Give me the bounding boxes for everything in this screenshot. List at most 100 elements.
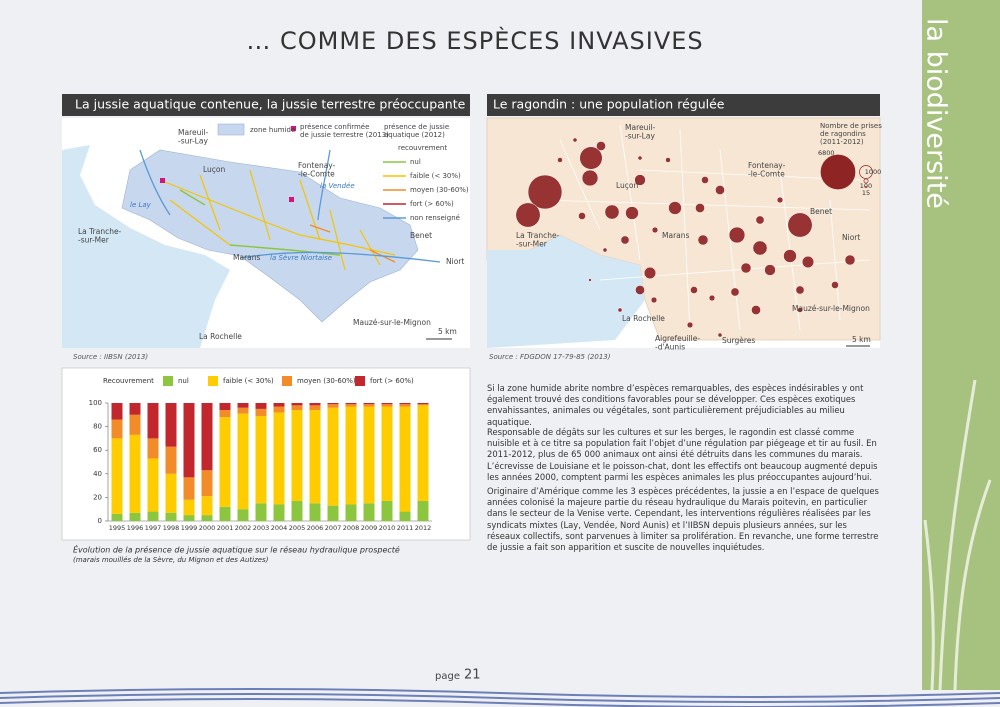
section-header xyxy=(62,94,470,116)
legend-label: nul xyxy=(410,158,421,166)
bar-segment xyxy=(111,513,123,521)
x-tick-label: 1997 xyxy=(145,524,162,532)
bar-segment xyxy=(219,506,231,521)
bar-segment xyxy=(183,515,195,521)
legend-bubble xyxy=(864,185,868,189)
bar-segment xyxy=(273,406,285,413)
bar-segment xyxy=(237,403,249,408)
bubble xyxy=(715,185,725,195)
x-tick-label: 2008 xyxy=(343,524,360,532)
bar-segment xyxy=(219,410,231,418)
bubble xyxy=(831,281,839,289)
bar-segment xyxy=(147,511,159,521)
map-label: Mauzé-sur-le-Mignon xyxy=(792,304,870,313)
bubble xyxy=(637,155,643,161)
page-label: page xyxy=(435,671,460,682)
bar-segment xyxy=(309,410,321,504)
bar-segment xyxy=(255,503,267,521)
map-label: présence confirmée xyxy=(300,123,369,131)
map-label: Luçon xyxy=(616,181,639,190)
map-label: la Sèvre Niortaise xyxy=(270,254,332,262)
map-label: Marans xyxy=(662,231,689,240)
legend-label: non renseigné xyxy=(410,214,460,222)
bubble xyxy=(625,206,639,220)
bar-segment xyxy=(255,415,267,504)
bar-segment xyxy=(381,500,393,521)
bar-segment xyxy=(363,406,375,504)
grass-decoration xyxy=(923,379,992,691)
bubble xyxy=(686,321,694,329)
x-tick-label: 2000 xyxy=(199,524,216,532)
map-label: Mareuil- xyxy=(625,123,656,132)
bubble xyxy=(776,196,784,204)
map-label: -sur-Mer xyxy=(78,236,110,245)
bubble xyxy=(695,203,705,213)
bar-segment xyxy=(237,407,249,414)
legend-label: zone humide xyxy=(250,126,295,134)
map-label: Nombre de prises xyxy=(820,122,882,130)
map-label: La Tranche- xyxy=(78,227,122,236)
bar-segment xyxy=(291,403,303,406)
map-label: Fontenay- xyxy=(298,161,336,170)
bubble xyxy=(596,141,606,151)
bar-segment xyxy=(219,403,231,411)
legend-value: 1000 xyxy=(865,168,882,176)
bar-segment xyxy=(147,403,159,439)
bar-segment xyxy=(363,404,375,407)
map-label: 5 km xyxy=(438,327,457,336)
map-label: (2011-2012) xyxy=(820,138,864,146)
y-tick-label: 20 xyxy=(93,493,102,501)
legend-label: faible (< 30%) xyxy=(410,172,461,180)
bar-segment xyxy=(399,406,411,512)
chart-caption: Évolution de la présence de jussie aquat… xyxy=(73,544,400,555)
section-header-text: La jussie aquatique contenue, la jussie … xyxy=(75,97,466,112)
x-tick-label: 2006 xyxy=(307,524,324,532)
map-label: La Rochelle xyxy=(622,314,665,323)
map-label: Niort xyxy=(842,233,860,242)
map-label: la Vendée xyxy=(320,182,355,190)
page-number: 21 xyxy=(464,668,481,683)
bubble xyxy=(730,287,740,297)
rivers xyxy=(139,149,441,263)
bar-segment xyxy=(345,504,357,521)
sea xyxy=(62,145,230,348)
bar-segment xyxy=(381,403,393,405)
bar-segment xyxy=(345,404,357,407)
map-label: Aigrefeuille- xyxy=(655,334,700,343)
legend-swatch xyxy=(355,376,365,386)
bar-segment xyxy=(291,500,303,521)
bar-segment xyxy=(237,509,249,521)
page-title: … COMME DES ESPÈCES INVASIVES xyxy=(246,26,703,55)
bubble xyxy=(783,249,797,263)
bar-segment xyxy=(111,403,123,420)
map-label: présence de jussie xyxy=(384,123,449,131)
bubble xyxy=(620,235,630,245)
bar-segment xyxy=(255,408,267,416)
map-source: Source : FDGDON 17-79-85 (2013) xyxy=(489,353,611,361)
bar-segment xyxy=(129,414,141,435)
bar-segment xyxy=(417,403,429,405)
terrestre-site xyxy=(289,197,294,202)
bubble xyxy=(668,201,682,215)
legend-bubble xyxy=(820,154,856,190)
bubble xyxy=(787,212,813,238)
legend-bubble xyxy=(859,165,873,179)
y-tick-label: 0 xyxy=(98,517,102,525)
map-label: Marans xyxy=(233,253,260,262)
map-label: aquatique (2012) xyxy=(384,131,445,139)
x-tick-label: 1999 xyxy=(181,524,198,532)
bubble xyxy=(604,204,620,220)
x-tick-label: 2003 xyxy=(253,524,270,532)
map-label: -sur-Mer xyxy=(516,240,548,249)
bubble xyxy=(844,254,856,266)
bar-segment xyxy=(129,512,141,521)
legend-title: Recouvrement xyxy=(103,377,154,385)
map-label: Benet xyxy=(410,231,432,240)
legend-swatch xyxy=(282,376,292,386)
sidebar-title: la biodiversité xyxy=(921,18,952,209)
map-label: La Tranche- xyxy=(516,231,560,240)
bar-segment xyxy=(291,405,303,411)
legend-label: faible (< 30%) xyxy=(223,377,274,385)
x-tick-label: 2009 xyxy=(361,524,378,532)
bubble xyxy=(752,240,768,256)
